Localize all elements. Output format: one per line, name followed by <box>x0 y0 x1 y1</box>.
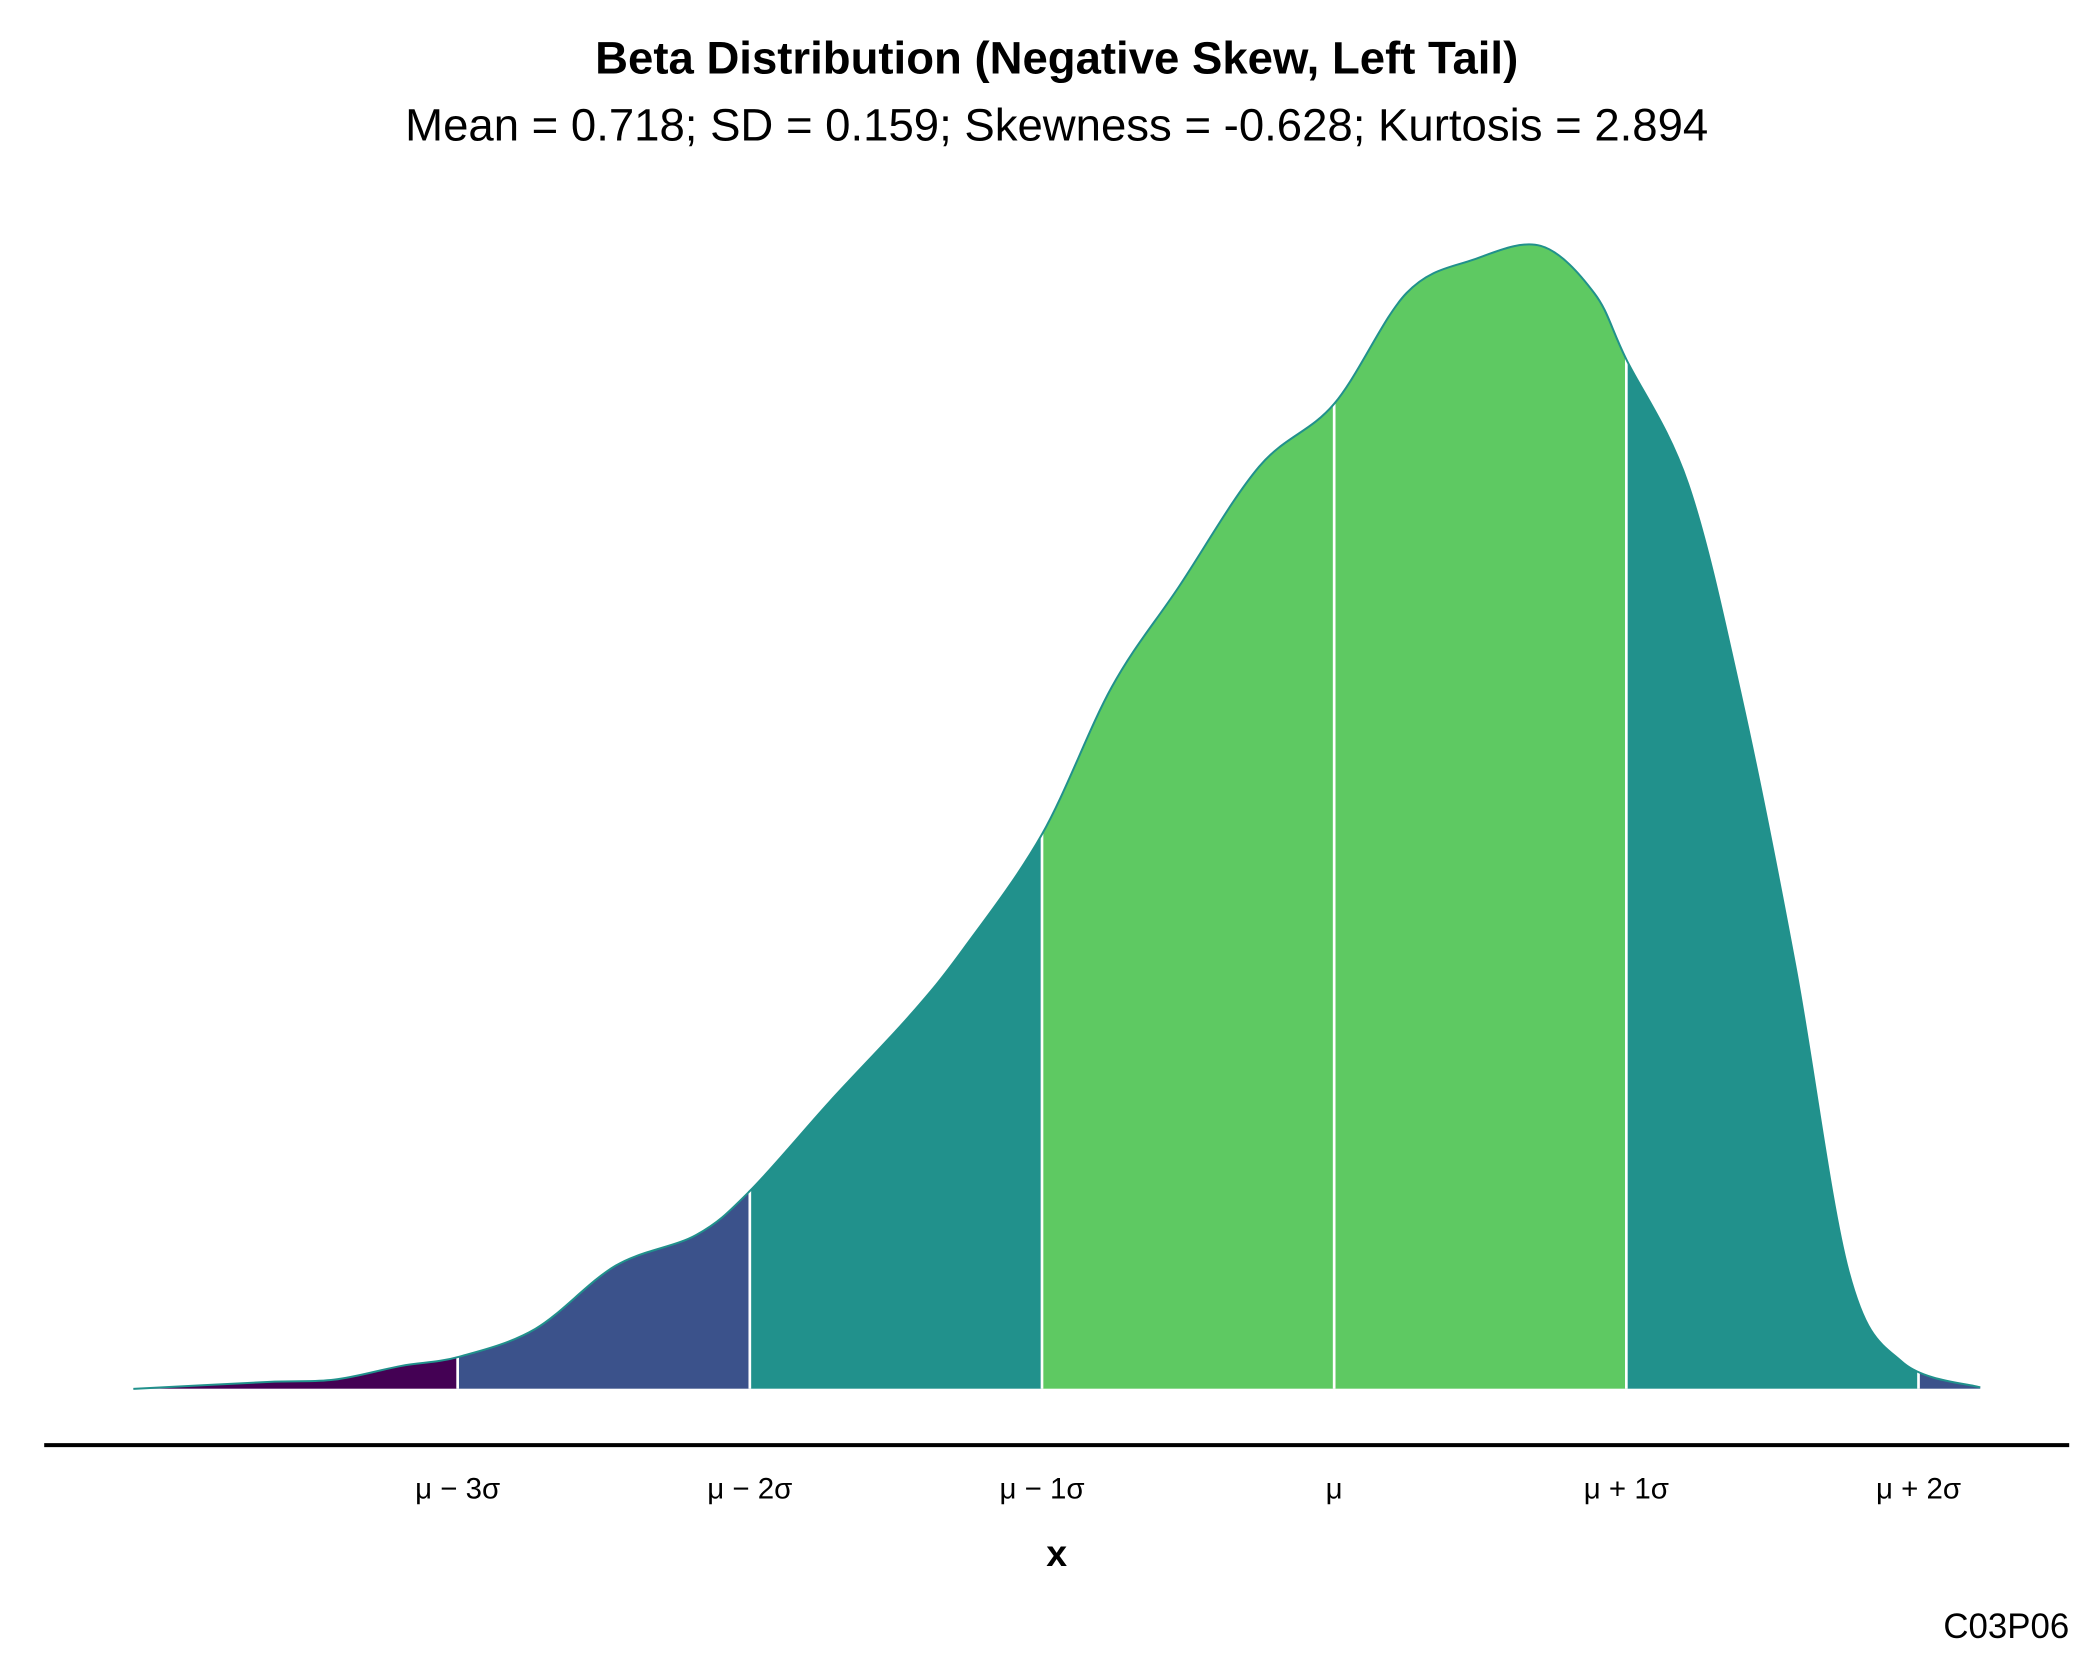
band <box>1626 244 1919 1389</box>
density-line <box>133 243 1981 1390</box>
band <box>1918 244 1981 1389</box>
x-tick-label: μ <box>1326 1472 1343 1505</box>
chart-title: Beta Distribution (Negative Skew, Left T… <box>595 33 1518 84</box>
x-axis-label: x <box>1046 1532 1067 1574</box>
x-tick-label: μ − 3σ <box>415 1472 500 1505</box>
x-tick-label: μ − 1σ <box>999 1472 1084 1505</box>
band <box>1041 244 1335 1389</box>
band <box>749 244 1042 1389</box>
band <box>133 244 458 1389</box>
band <box>1334 244 1627 1389</box>
band <box>457 244 750 1389</box>
caption: C03P06 <box>1943 1607 2069 1646</box>
chart-subtitle: Mean = 0.718; SD = 0.159; Skewness = -0.… <box>405 100 1708 151</box>
x-tick-label: μ + 2σ <box>1876 1472 1961 1505</box>
x-tick-label: μ + 1σ <box>1584 1472 1669 1505</box>
x-tick-label: μ − 2σ <box>707 1472 792 1505</box>
